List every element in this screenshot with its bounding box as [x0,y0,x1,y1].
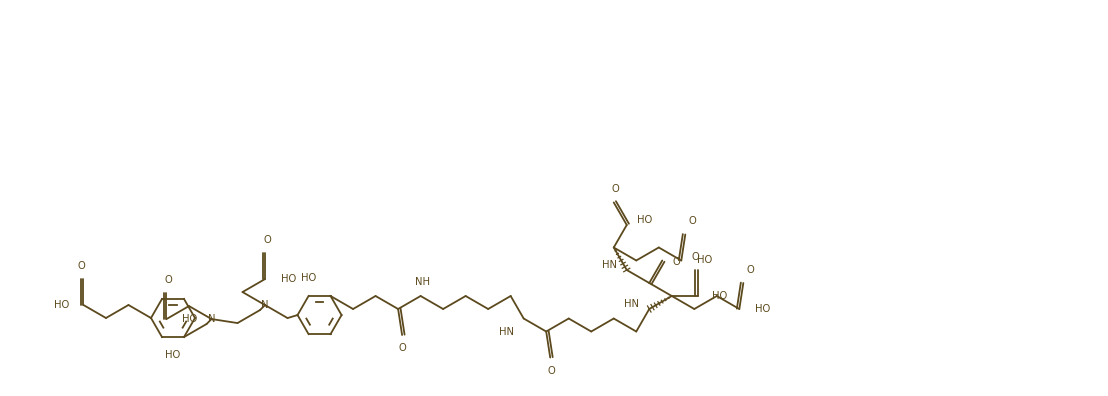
Text: HO: HO [183,314,197,324]
Text: HO: HO [697,255,712,265]
Text: HO: HO [637,215,652,225]
Text: HO: HO [54,300,70,310]
Text: HN: HN [602,260,617,270]
Text: HN: HN [499,327,514,337]
Text: HO: HO [711,291,727,301]
Text: O: O [673,257,680,267]
Text: HO: HO [165,350,181,360]
Text: HO: HO [301,273,316,283]
Text: O: O [547,366,555,375]
Text: O: O [688,217,696,227]
Text: HN: HN [624,299,639,309]
Text: O: O [747,265,755,275]
Text: N: N [261,300,269,310]
Text: HO: HO [281,274,296,284]
Text: O: O [612,185,619,194]
Text: O: O [398,343,406,353]
Text: O: O [78,261,85,271]
Text: NH: NH [416,277,430,287]
Text: O: O [691,252,699,262]
Text: O: O [264,235,271,245]
Text: N: N [208,314,215,324]
Text: HO: HO [756,304,770,314]
Text: O: O [165,275,173,285]
